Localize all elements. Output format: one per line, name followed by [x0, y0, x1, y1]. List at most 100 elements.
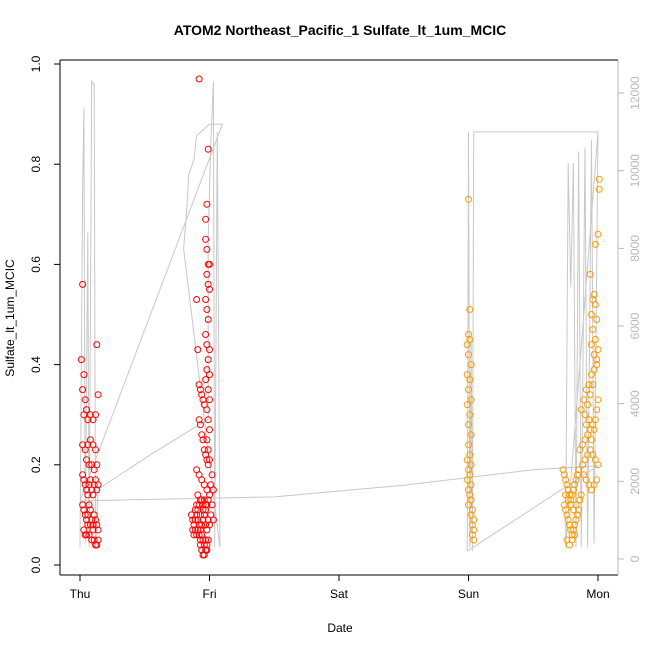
data-point-1-118 [594, 396, 602, 404]
data-point-1-113 [589, 381, 597, 389]
data-point-0-163 [203, 436, 211, 444]
data-point-0-108 [198, 531, 206, 539]
data-point-1-21 [463, 476, 471, 484]
data-point-0-43 [86, 506, 94, 514]
data-point-1-112 [595, 175, 603, 183]
data-point-0-145 [203, 270, 211, 278]
data-point-0-49 [94, 526, 102, 534]
data-point-0-89 [190, 521, 198, 529]
data-point-0-156 [206, 371, 213, 379]
data-point-1-19 [465, 466, 472, 474]
data-point-1-99 [590, 291, 598, 298]
data-point-1-111 [595, 185, 603, 193]
x-tick-label-0: Thu [70, 587, 91, 601]
data-point-1-57 [573, 511, 581, 519]
data-point-0-119 [193, 501, 201, 509]
data-point-0-142 [203, 245, 211, 253]
data-point-1-69 [577, 491, 585, 499]
data-point-0-23 [93, 461, 101, 469]
data-point-1-49 [563, 511, 571, 519]
data-point-0-73 [199, 436, 207, 444]
data-point-0-166 [204, 461, 212, 469]
data-point-0-130 [206, 521, 213, 529]
x-tick-label-2: Sat [330, 587, 349, 601]
y2-tick-label-0: 0 [628, 555, 642, 562]
data-point-0-164 [204, 446, 212, 454]
data-point-0-128 [196, 541, 204, 549]
data-point-1-27 [468, 506, 476, 514]
data-point-0-151 [202, 331, 210, 338]
data-point-0-12 [94, 391, 102, 399]
y2-tick-label-1: 2000 [628, 468, 642, 495]
data-point-0-87 [187, 511, 195, 519]
data-point-1-9 [465, 386, 472, 394]
data-point-1-51 [566, 521, 573, 529]
y-tick-label-1: 0.2 [29, 456, 43, 473]
x-tick-label-4: Mon [586, 587, 609, 601]
data-point-0-76 [203, 456, 211, 464]
x-axis-label: Date [327, 621, 353, 635]
data-point-0-24 [79, 471, 87, 479]
altitude-line-layer [79, 79, 600, 553]
data-point-1-80 [585, 381, 593, 389]
data-point-0-65 [195, 381, 203, 389]
data-point-1-5 [465, 351, 472, 359]
data-point-0-95 [198, 521, 206, 529]
data-point-0-139 [203, 200, 211, 208]
data-point-0-63 [193, 296, 201, 303]
data-point-0-117 [199, 506, 207, 514]
data-point-0-62 [195, 75, 203, 83]
data-point-0-149 [203, 306, 211, 313]
data-point-1-104 [594, 346, 602, 354]
data-point-1-106 [593, 361, 601, 369]
data-point-0-161 [204, 416, 212, 424]
data-point-0-133 [209, 516, 217, 524]
data-point-0-121 [198, 496, 206, 504]
scatter-points-layer [77, 75, 603, 559]
data-point-1-102 [589, 326, 597, 333]
data-point-1-26 [465, 501, 472, 509]
data-point-0-47 [92, 516, 99, 524]
data-point-1-110 [594, 230, 602, 238]
data-point-1-46 [575, 466, 583, 474]
data-point-1-14 [467, 431, 475, 439]
y-tick-label-4: 0.8 [29, 156, 43, 173]
data-point-0-74 [200, 446, 208, 454]
data-point-1-4 [463, 341, 471, 349]
x-tick-label-3: Sun [458, 587, 479, 601]
data-point-0-3 [79, 386, 87, 394]
data-point-0-160 [203, 406, 211, 414]
data-point-0-1 [77, 356, 85, 364]
data-point-0-71 [196, 421, 204, 429]
y-axis-label: Sulfate_lt_1um_MCIC [3, 259, 17, 377]
y-tick-label-0: 0.0 [29, 556, 43, 573]
data-point-1-30 [468, 521, 476, 529]
data-point-0-10 [92, 411, 99, 419]
data-point-1-115 [584, 401, 592, 409]
data-point-1-17 [463, 456, 471, 464]
data-point-0-138 [204, 145, 212, 153]
data-point-1-107 [588, 341, 595, 349]
data-point-1-34 [559, 466, 567, 474]
data-point-0-148 [202, 296, 210, 303]
data-point-0-72 [198, 431, 206, 439]
data-point-0-106 [195, 531, 203, 539]
y-tick-label-5: 1.0 [29, 55, 43, 72]
data-point-1-44 [572, 476, 580, 484]
x-tick-label-1: Fri [203, 587, 217, 601]
data-point-0-59 [89, 526, 97, 534]
data-point-1-103 [591, 336, 599, 343]
data-point-0-129 [203, 546, 211, 554]
data-point-0-90 [191, 516, 199, 524]
data-point-0-104 [193, 531, 201, 539]
data-point-0-141 [202, 235, 210, 243]
data-point-1-29 [470, 516, 478, 524]
data-point-1-105 [590, 351, 598, 359]
data-point-0-103 [191, 526, 199, 534]
data-point-0-70 [195, 416, 203, 424]
data-point-0-102 [190, 531, 198, 539]
data-point-0-105 [194, 526, 202, 534]
data-point-1-8 [466, 376, 474, 384]
